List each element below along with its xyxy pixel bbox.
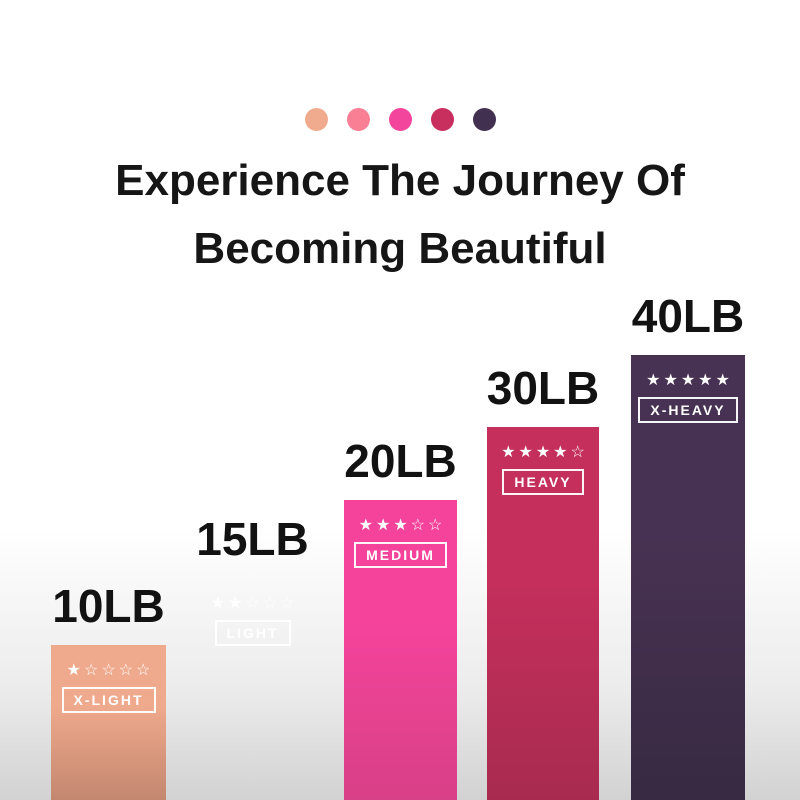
palette-dot-icon: [388, 108, 412, 131]
weight-label: 30LB: [486, 362, 600, 414]
band-bar: ★★☆☆☆ LIGHT: [196, 578, 309, 800]
palette-dot-icon: [346, 108, 370, 131]
stars-row: ★★★★★: [646, 372, 733, 389]
weight-label: 10LB: [52, 580, 165, 632]
title-line-1: Experience The Journey Of: [115, 156, 685, 205]
title-line-2: Becoming Beautiful: [193, 224, 607, 273]
weight-label: 20LB: [344, 435, 457, 487]
band-bar: ★★★☆☆ MEDIUM: [344, 500, 457, 800]
palette-dot-icon: [472, 108, 496, 131]
stars-row: ★☆☆☆☆: [66, 662, 154, 679]
palette-dot-icon: [304, 108, 328, 131]
page-title: Experience The Journey Of Becoming Beaut…: [0, 147, 800, 283]
weight-label: 15LB: [196, 513, 309, 565]
band-bar: ★★★★☆ HEAVY: [487, 427, 599, 800]
band-level-label: HEAVY: [502, 469, 584, 495]
palette-dots: [0, 108, 800, 131]
band-level-label: X-HEAVY: [638, 397, 738, 423]
stars-row: ★★★☆☆: [358, 517, 446, 534]
band-level-label: LIGHT: [214, 620, 291, 646]
band-bar: ★☆☆☆☆ X-LIGHT: [51, 645, 166, 800]
band-bar: ★★★★★ X-HEAVY: [631, 355, 745, 800]
stars-row: ★★☆☆☆: [210, 595, 298, 612]
band-level-label: X-LIGHT: [61, 687, 156, 713]
stars-row: ★★★★☆: [501, 444, 588, 461]
band-level-label: MEDIUM: [354, 542, 447, 568]
palette-dot-icon: [430, 108, 454, 131]
weight-label: 40LB: [631, 290, 745, 342]
